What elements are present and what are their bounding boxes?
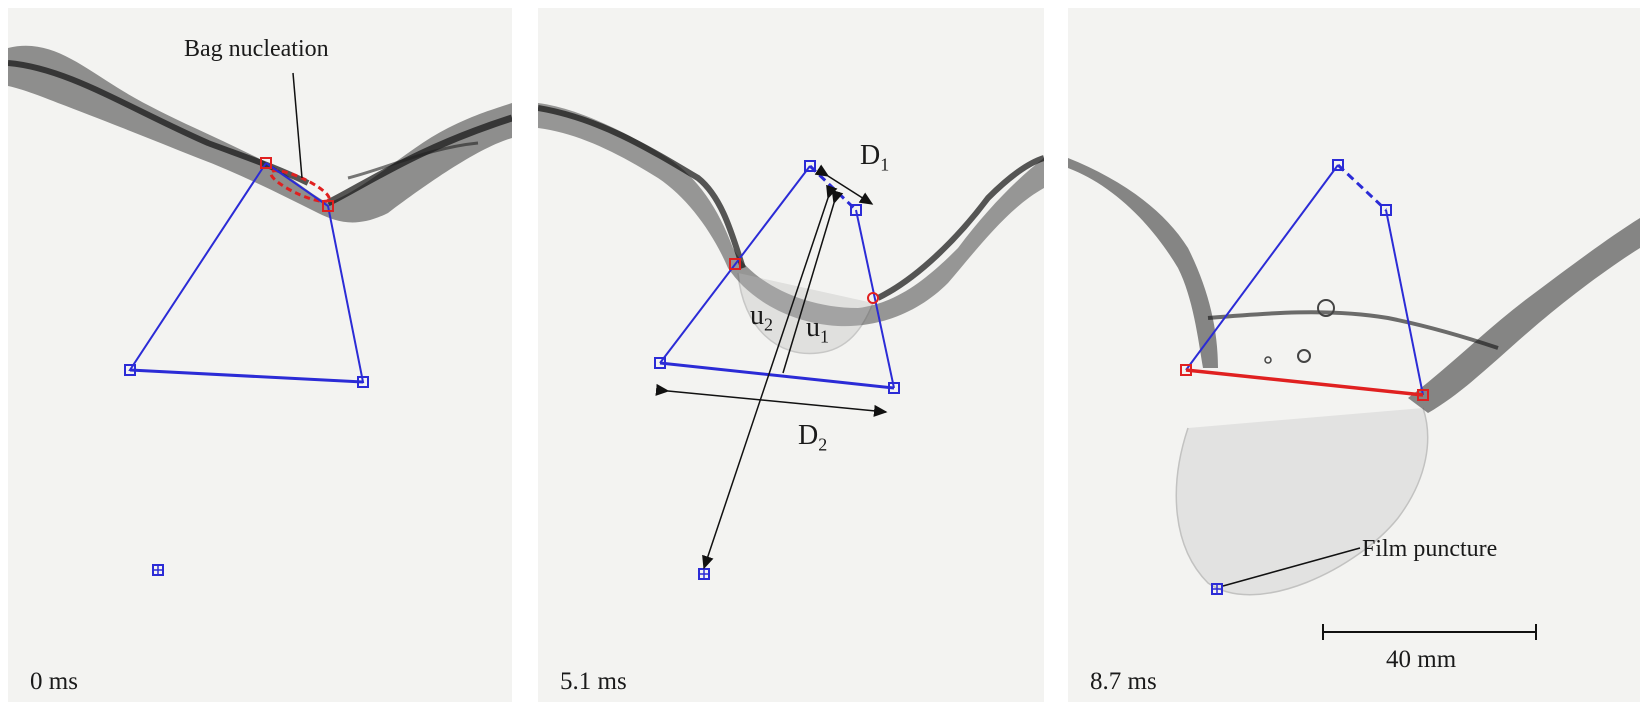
rupture-baseline — [1185, 368, 1424, 397]
frame-5-1ms: D1 D2 u2 u1 5.1 ms — [538, 8, 1044, 702]
bag-nucleus — [269, 169, 331, 203]
liquid-streak — [347, 141, 479, 180]
marker — [260, 157, 272, 169]
u1-label: u1 — [806, 312, 829, 348]
time-label: 5.1 ms — [560, 668, 627, 695]
frame-5-1ms-overlay — [538, 103, 1044, 580]
droplet — [1317, 299, 1335, 317]
frame-8-7ms: Film puncture 40 mm 8.7 ms — [1068, 8, 1640, 702]
d2-subscript: 2 — [818, 434, 828, 455]
marker — [1417, 389, 1429, 401]
droplet — [1297, 349, 1311, 363]
u2-subscript: 2 — [764, 314, 773, 335]
bag-film — [1175, 407, 1429, 596]
frame-0ms-overlay — [8, 45, 512, 576]
liquid-ligament — [1408, 218, 1640, 413]
marker — [124, 364, 136, 376]
frame-edge — [1185, 164, 1339, 371]
d2-symbol: D — [798, 420, 819, 451]
u1-subscript: 1 — [820, 326, 829, 347]
d2-label: D2 — [798, 420, 827, 456]
frame-edge — [855, 209, 895, 389]
marker — [1380, 204, 1392, 216]
liquid-streak — [876, 155, 1044, 301]
marker — [322, 200, 334, 212]
u2-label: u2 — [750, 300, 773, 336]
u2-symbol: u — [750, 300, 764, 331]
liquid-ligament — [1068, 158, 1218, 368]
time-label: 8.7 ms — [1090, 668, 1157, 695]
scale-bar-label: 40 mm — [1386, 646, 1457, 673]
baseline — [129, 368, 364, 384]
u-arrow — [782, 189, 844, 374]
time-label: 0 ms — [30, 668, 78, 695]
marker — [850, 204, 862, 216]
d1-subscript: 1 — [880, 154, 890, 175]
liquid-ligament — [8, 45, 512, 223]
u1-symbol: u — [806, 312, 820, 343]
annotation-leader — [1222, 547, 1361, 587]
baseline — [659, 361, 895, 390]
d2-arrow — [655, 383, 888, 417]
long-arrow — [702, 184, 838, 570]
d1-arrow — [814, 164, 874, 205]
film-puncture-label: Film puncture — [1362, 536, 1498, 562]
droplet — [1264, 356, 1272, 364]
marker — [867, 292, 879, 304]
marker — [1180, 364, 1192, 376]
marker — [1332, 159, 1344, 171]
frame-edge-dashed — [808, 164, 858, 212]
frame-edge — [1385, 209, 1424, 396]
d1-label: D1 — [860, 140, 889, 176]
bag-nucleation-label: Bag nucleation — [184, 36, 329, 62]
annotation-leader — [292, 72, 303, 179]
liquid-streak — [1207, 310, 1499, 350]
marker — [654, 357, 666, 369]
liquid-streak — [326, 114, 512, 207]
frame-edge-dashed — [1336, 163, 1388, 212]
d1-symbol: D — [860, 140, 881, 171]
marker — [888, 382, 900, 394]
frame-8-7ms-overlay — [1068, 158, 1640, 640]
frame-0ms: Bag nucleation 0 ms — [8, 8, 512, 702]
marker — [357, 376, 369, 388]
